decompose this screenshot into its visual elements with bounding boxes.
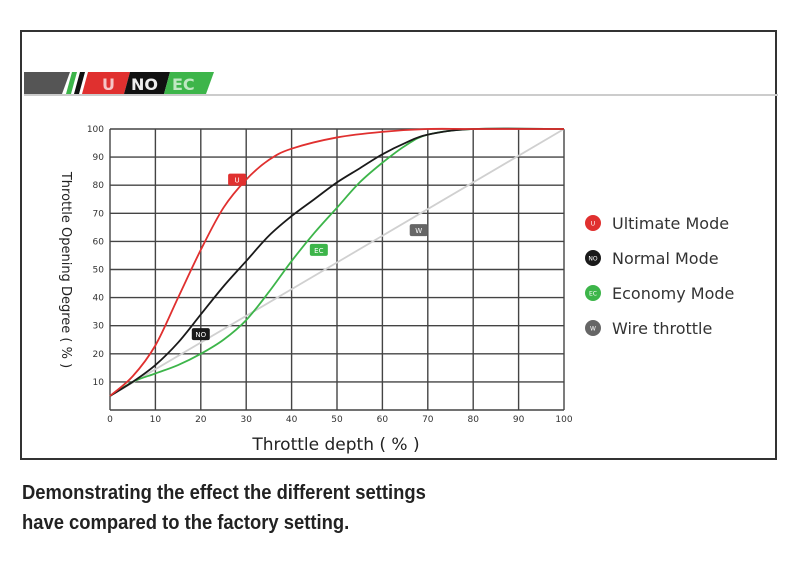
legend-marker-u	[585, 215, 601, 231]
caption-line-2: have compared to the factory setting.	[22, 512, 350, 534]
x-tick-label: 70	[422, 415, 434, 425]
y-tick-label: 90	[93, 153, 105, 163]
legend-label: Economy Mode	[612, 284, 734, 303]
x-tick-label: 0	[107, 415, 113, 425]
legend-marker-text: W	[590, 326, 596, 333]
series-badge-text: EC	[314, 247, 323, 255]
x-tick-label: 80	[467, 415, 479, 425]
logo-badge-no: NO	[131, 75, 158, 94]
throttle-chart: U NO EC U NO EC W 0 10 20 30 40 50 60 70 80 90 100 10 2…	[24, 72, 778, 455]
y-tick-label: 80	[93, 181, 105, 191]
x-tick-label: 90	[513, 415, 525, 425]
y-tick-label: 30	[93, 322, 105, 332]
chart-frame	[20, 30, 777, 460]
x-tick-label: 60	[377, 415, 389, 425]
legend-marker-ec	[585, 285, 601, 301]
y-tick-label: 10	[93, 378, 105, 388]
logo-badge-u: U	[102, 75, 115, 94]
x-tick-label: 100	[555, 415, 572, 425]
mode-logo: U NO EC	[24, 72, 778, 96]
series-badge-text: U	[235, 177, 240, 185]
y-tick-label: 20	[93, 350, 105, 360]
x-tick-label: 40	[286, 415, 298, 425]
legend-marker-text: U	[591, 221, 595, 228]
series-line-no	[109, 127, 565, 397]
caption-line-1: Demonstrating the effect the different s…	[22, 482, 426, 504]
legend-marker-no	[585, 250, 601, 266]
legend-label: Normal Mode	[612, 249, 719, 268]
x-tick-label: 50	[331, 415, 343, 425]
series-badge-u	[228, 173, 247, 186]
y-tick-label: 60	[93, 237, 105, 247]
y-axis-label: Throttle Opening Degree ( % )	[58, 171, 73, 368]
y-tick-label: 100	[87, 125, 104, 135]
legend-marker-text: EC	[589, 291, 597, 298]
series-badge-w	[409, 224, 428, 237]
y-tick-label: 50	[93, 266, 105, 276]
legend-marker-w	[585, 320, 601, 336]
caption: Demonstrating the effect the different s…	[22, 478, 426, 538]
x-tick-label: 20	[195, 415, 207, 425]
series-badge-no	[191, 328, 210, 341]
x-axis-label: Throttle depth ( % )	[251, 435, 419, 455]
series-badge-ec	[309, 243, 328, 256]
x-tick-label: 30	[240, 415, 252, 425]
legend-label: Wire throttle	[612, 319, 712, 338]
y-tick-label: 40	[93, 294, 105, 304]
series-line-ec	[109, 127, 565, 397]
series-badge-text: NO	[195, 331, 206, 339]
series-line-w	[109, 128, 565, 397]
series-line-u	[109, 127, 564, 397]
legend-marker-text: NO	[588, 256, 597, 263]
y-tick-label: 70	[93, 209, 105, 219]
legend-label: Ultimate Mode	[612, 214, 729, 233]
logo-badge-ec: EC	[172, 75, 195, 94]
x-tick-label: 10	[150, 415, 162, 425]
series-badge-text: W	[415, 227, 422, 235]
